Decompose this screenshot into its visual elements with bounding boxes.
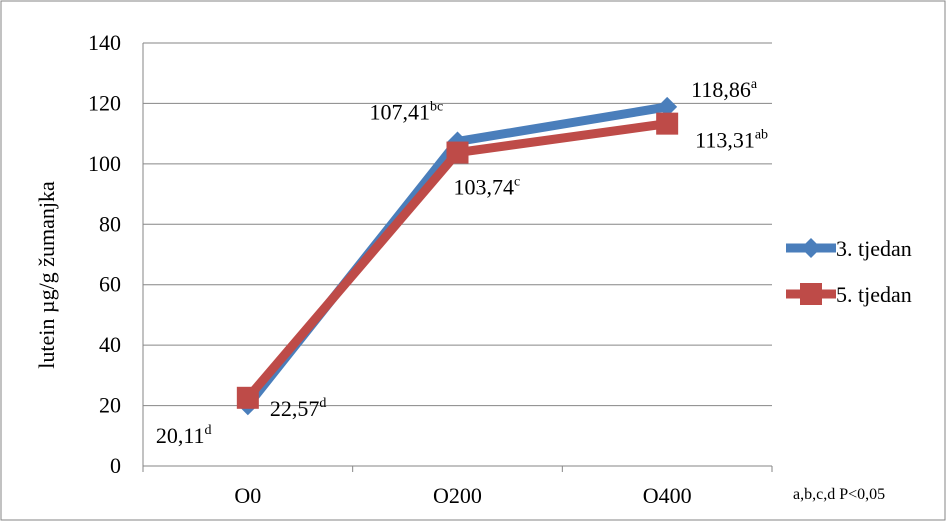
data-label-s1-O200: 107,41bc — [370, 99, 444, 124]
data-label-s2-O200: 103,74c — [454, 175, 521, 200]
point-s2-O200 — [446, 141, 469, 164]
series-group — [236, 96, 679, 416]
legend-label-2: 5. tjedan — [836, 282, 912, 307]
x-tick-label-O200: O200 — [433, 483, 482, 508]
point-s2-O400 — [656, 112, 679, 135]
legend-marker-1 — [801, 238, 821, 258]
y-tick-label-120: 120 — [88, 90, 121, 115]
data-labels: 20,11d 107,41bc 118,86a 22,57d 103,74c 113,31… — [156, 77, 768, 448]
x-tick-label-O400: O400 — [643, 483, 692, 508]
y-tick-label-0: 0 — [110, 453, 121, 478]
y-tick-label-60: 60 — [99, 272, 121, 297]
y-tick-label-140: 140 — [88, 30, 121, 55]
point-s2-O0 — [236, 386, 259, 409]
significance-note: a,b,c,d P<0,05 — [793, 486, 885, 503]
y-tick-label-100: 100 — [88, 151, 121, 176]
data-label-s1-O400: 118,86a — [691, 77, 758, 102]
x-axis: O0 O200 O400 — [142, 466, 773, 508]
y-tick-label-40: 40 — [99, 332, 121, 357]
point-s1-O400 — [657, 96, 678, 117]
data-label-s2-O400: 113,31ab — [695, 128, 768, 153]
y-tick-label-20: 20 — [99, 393, 121, 418]
x-tick-label-O0: O0 — [234, 483, 261, 508]
y-axis-title: lutein µg/g žumanjka — [34, 181, 59, 369]
legend: 3. tjedan 5. tjedan — [786, 236, 912, 307]
data-label-s1-O0: 20,11d — [156, 423, 212, 448]
y-axis: 0 20 40 60 80 100 120 140 — [88, 30, 144, 478]
data-label-s2-O0: 22,57d — [270, 396, 327, 421]
y-tick-label-80: 80 — [99, 211, 121, 236]
legend-marker-2 — [800, 283, 822, 305]
legend-label-1: 3. tjedan — [836, 236, 912, 261]
